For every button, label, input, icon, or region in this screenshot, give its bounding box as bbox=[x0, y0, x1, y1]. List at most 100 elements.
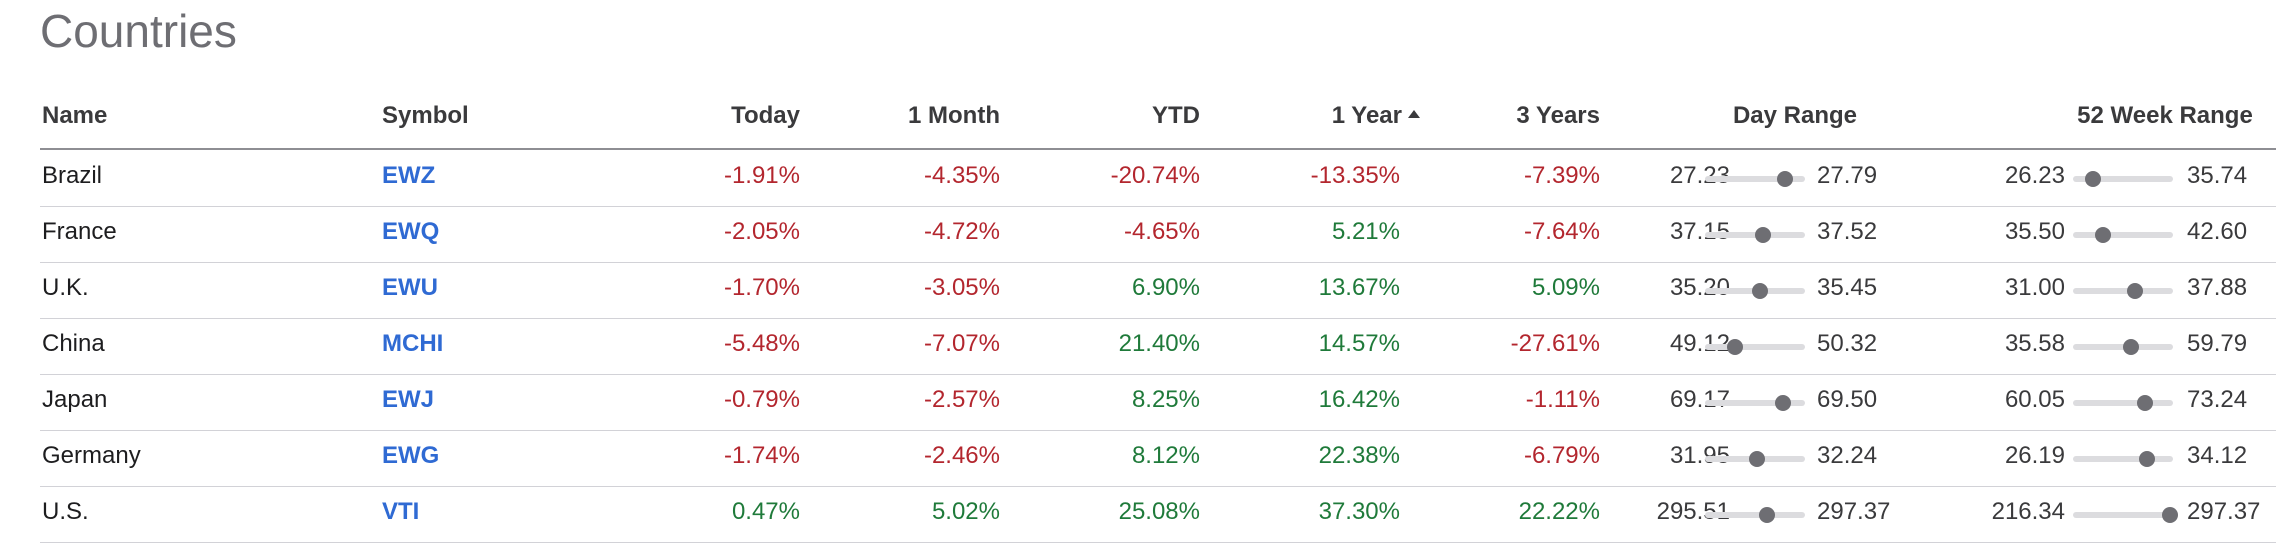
1-year-change: 37.30% bbox=[1318, 498, 1400, 525]
ytd-change: -4.65% bbox=[1123, 218, 1200, 245]
52-week-range-high: 37.88 bbox=[2187, 274, 2248, 301]
table-row[interactable]: France EWQ -2.05% -4.72% -4.65% 5.21% -7.64% 37… bbox=[40, 206, 2276, 263]
country-name: France bbox=[42, 218, 117, 245]
table-row[interactable]: Brazil EWZ -1.91% -4.35% -20.74% -13.35% -7.39… bbox=[40, 150, 2276, 207]
day-range-low: 37.15 bbox=[1669, 218, 1730, 245]
3-years-change: -7.39% bbox=[1523, 162, 1600, 189]
52-week-range-low: 35.58 bbox=[2004, 330, 2065, 357]
3-years-change: 22.22% bbox=[1518, 498, 1600, 525]
day-range-bar bbox=[1705, 339, 1805, 355]
day-range-marker bbox=[1755, 227, 1771, 243]
1-month-change: -2.57% bbox=[923, 386, 1000, 413]
column-header-day-range[interactable]: Day Range bbox=[1732, 102, 1858, 129]
1-month-change: -7.07% bbox=[923, 330, 1000, 357]
symbol-link[interactable]: EWQ bbox=[382, 218, 440, 245]
1-month-change: -4.72% bbox=[923, 218, 1000, 245]
ytd-change: -20.74% bbox=[1110, 162, 1200, 189]
52-week-range-marker bbox=[2123, 339, 2139, 355]
country-name: Brazil bbox=[42, 162, 103, 189]
today-change: -1.91% bbox=[723, 162, 800, 189]
day-range-low: 31.95 bbox=[1669, 442, 1730, 469]
day-range-high: 50.32 bbox=[1817, 330, 1878, 357]
52-week-range-marker bbox=[2162, 507, 2178, 523]
1-month-change: -4.35% bbox=[923, 162, 1000, 189]
sort-ascending-icon bbox=[1408, 109, 1420, 118]
symbol-link[interactable]: VTI bbox=[382, 498, 420, 525]
ytd-change: 8.25% bbox=[1131, 386, 1200, 413]
country-name: Germany bbox=[42, 442, 141, 469]
day-range-high: 32.24 bbox=[1817, 442, 1878, 469]
table-row[interactable]: Japan EWJ -0.79% -2.57% 8.25% 16.42% -1.11% 69.… bbox=[40, 374, 2276, 431]
column-header-52-week-range[interactable]: 52 Week Range bbox=[2077, 102, 2253, 129]
symbol-link[interactable]: EWU bbox=[382, 274, 438, 301]
day-range-bar bbox=[1705, 283, 1805, 299]
column-header-1-month[interactable]: 1 Month bbox=[908, 102, 1000, 129]
section-title: Countries bbox=[40, 5, 237, 57]
day-range-bar bbox=[1705, 227, 1805, 243]
day-range-marker bbox=[1777, 171, 1793, 187]
today-change: -2.05% bbox=[723, 218, 800, 245]
52-week-range-bar bbox=[2073, 395, 2173, 411]
52-week-range-low: 26.19 bbox=[2004, 442, 2065, 469]
day-range-low: 27.23 bbox=[1669, 162, 1730, 189]
ytd-change: 6.90% bbox=[1131, 274, 1200, 301]
symbol-link[interactable]: EWJ bbox=[382, 386, 435, 413]
ytd-change: 21.40% bbox=[1118, 330, 1200, 357]
day-range-low: 295.51 bbox=[1656, 498, 1730, 525]
day-range-high: 297.37 bbox=[1817, 498, 1891, 525]
3-years-change: -27.61% bbox=[1510, 330, 1600, 357]
day-range-marker bbox=[1775, 395, 1791, 411]
1-month-change: -3.05% bbox=[923, 274, 1000, 301]
52-week-range-low: 35.50 bbox=[2004, 218, 2065, 245]
52-week-range-marker bbox=[2095, 227, 2111, 243]
today-change: -5.48% bbox=[723, 330, 800, 357]
1-year-change: 5.21% bbox=[1331, 218, 1400, 245]
1-year-change: 14.57% bbox=[1318, 330, 1400, 357]
today-change: -0.79% bbox=[723, 386, 800, 413]
1-month-change: -2.46% bbox=[923, 442, 1000, 469]
table-row[interactable]: U.S. VTI 0.47% 5.02% 25.08% 37.30% 22.22% 295.5… bbox=[40, 486, 2276, 543]
symbol-link[interactable]: EWZ bbox=[382, 162, 436, 189]
column-header-ytd[interactable]: YTD bbox=[1152, 102, 1200, 129]
52-week-range-bar bbox=[2073, 227, 2173, 243]
52-week-range-high: 59.79 bbox=[2187, 330, 2248, 357]
column-header-today[interactable]: Today bbox=[731, 102, 800, 129]
day-range-high: 35.45 bbox=[1817, 274, 1878, 301]
symbol-link[interactable]: MCHI bbox=[382, 330, 444, 357]
3-years-change: -1.11% bbox=[1525, 386, 1600, 413]
symbol-link[interactable]: EWG bbox=[382, 442, 440, 469]
today-change: -1.74% bbox=[723, 442, 800, 469]
day-range-marker bbox=[1759, 507, 1775, 523]
column-header-1-year[interactable]: 1 Year bbox=[1200, 102, 1420, 130]
52-week-range-low: 31.00 bbox=[2004, 274, 2065, 301]
day-range-bar bbox=[1705, 451, 1805, 467]
1-year-change: 16.42% bbox=[1318, 386, 1400, 413]
day-range-marker bbox=[1752, 283, 1768, 299]
52-week-range-high: 35.74 bbox=[2187, 162, 2248, 189]
column-header-1-year-label: 1 Year bbox=[1331, 102, 1402, 129]
52-week-range-high: 34.12 bbox=[2187, 442, 2248, 469]
52-week-range-high: 73.24 bbox=[2187, 386, 2248, 413]
1-year-change: -13.35% bbox=[1310, 162, 1400, 189]
table-header: Name Symbol Today 1 Month YTD 1 Year 3 Y… bbox=[40, 92, 2276, 150]
table-row[interactable]: China MCHI -5.48% -7.07% 21.40% 14.57% -27.61%… bbox=[40, 318, 2276, 375]
country-name: U.S. bbox=[42, 498, 89, 525]
column-header-3-years[interactable]: 3 Years bbox=[1516, 102, 1600, 129]
column-header-symbol[interactable]: Symbol bbox=[382, 102, 469, 129]
column-header-name[interactable]: Name bbox=[42, 102, 108, 129]
country-name: Japan bbox=[42, 386, 108, 413]
1-year-change: 22.38% bbox=[1318, 442, 1400, 469]
52-week-range-high: 297.37 bbox=[2187, 498, 2261, 525]
52-week-range-low: 26.23 bbox=[2004, 162, 2065, 189]
today-change: 0.47% bbox=[731, 498, 800, 525]
1-month-change: 5.02% bbox=[931, 498, 1000, 525]
3-years-change: 5.09% bbox=[1531, 274, 1600, 301]
3-years-change: -7.64% bbox=[1523, 218, 1600, 245]
52-week-range-marker bbox=[2137, 395, 2153, 411]
day-range-marker bbox=[1749, 451, 1765, 467]
table-row[interactable]: Germany EWG -1.74% -2.46% 8.12% 22.38% -6.79% 3… bbox=[40, 430, 2276, 487]
table-row[interactable]: U.K. EWU -1.70% -3.05% 6.90% 13.67% 5.09% 35.20… bbox=[40, 262, 2276, 319]
52-week-range-marker bbox=[2127, 283, 2143, 299]
country-name: China bbox=[42, 330, 105, 357]
52-week-range-bar bbox=[2073, 339, 2173, 355]
